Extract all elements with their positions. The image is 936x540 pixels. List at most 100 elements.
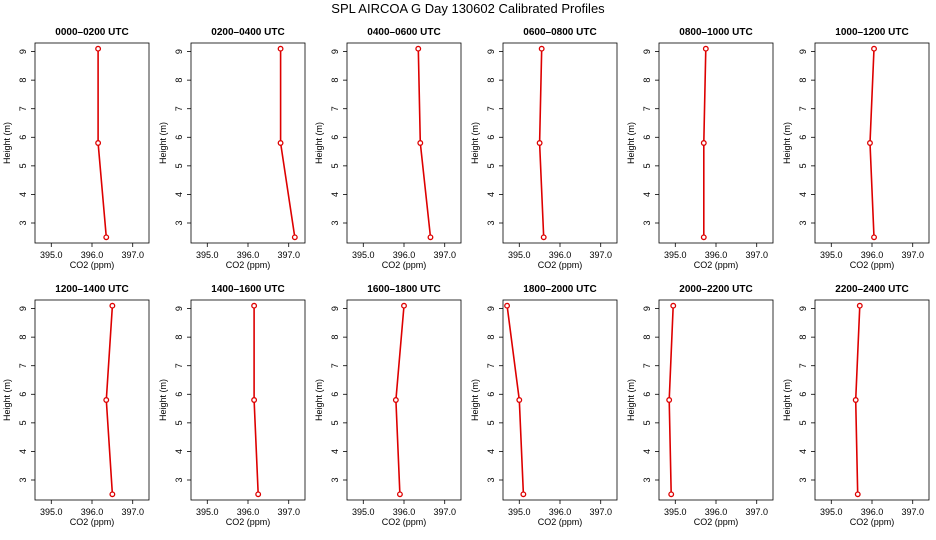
y-tick-label: 7 [330,363,340,368]
y-tick-label: 3 [486,220,496,225]
x-axis-label: CO2 (ppm) [382,260,427,270]
x-axis-label: CO2 (ppm) [694,260,739,270]
profile-point [504,302,511,309]
y-tick-label: 4 [486,449,496,454]
y-axis-label: Height (m) [2,122,12,164]
y-axis-label: Height (m) [782,379,792,421]
profile-point [95,140,102,146]
profile-point [291,234,298,241]
y-tick-label: 8 [642,78,652,83]
y-tick-label: 7 [642,106,652,111]
x-tick-label: 396.0 [549,507,572,517]
x-tick-label: 397.0 [433,507,456,517]
y-tick-label: 5 [330,163,340,168]
y-tick-label: 5 [486,420,496,425]
panel-title: 1200–1400 UTC [55,284,128,295]
y-tick-label: 3 [330,220,340,225]
x-tick-label: 397.0 [745,250,768,260]
profile-point [700,140,707,146]
x-tick-label: 396.0 [237,250,260,260]
y-tick-label: 9 [18,306,28,311]
profile-point [538,45,545,52]
plot-frame [658,299,774,501]
plot-frame [34,299,150,501]
profile-point [95,45,102,52]
profile-point [109,491,116,498]
x-tick-label: 395.0 [508,250,531,260]
y-tick-label: 5 [798,420,808,425]
y-tick-label: 5 [174,420,184,425]
y-tick-label: 5 [18,163,28,168]
x-axis-label: CO2 (ppm) [694,517,739,527]
x-tick-label: 395.0 [196,250,219,260]
profile-point [540,234,547,241]
x-tick-label: 396.0 [81,250,104,260]
x-tick-label: 396.0 [81,507,104,517]
x-tick-label: 397.0 [277,507,300,517]
y-tick-label: 4 [798,192,808,197]
x-tick-label: 396.0 [705,250,728,260]
y-tick-label: 7 [486,106,496,111]
y-tick-label: 4 [330,449,340,454]
profile-point [854,491,861,498]
x-tick-label: 396.0 [393,507,416,517]
plot-frame [346,42,462,244]
y-tick-label: 5 [642,420,652,425]
y-tick-label: 4 [174,449,184,454]
y-tick-label: 5 [174,163,184,168]
y-tick-label: 3 [642,477,652,482]
profile-point [536,140,543,146]
x-tick-label: 397.0 [901,250,924,260]
y-tick-label: 6 [18,392,28,397]
panel-6: 1000–1200 UTC 395.0 396.0 397.0 3 4 5 6 7 8 9 CO2 (… [782,27,930,270]
x-axis-label: CO2 (ppm) [70,517,115,527]
y-tick-label: 4 [642,192,652,197]
profile-point [401,302,407,309]
x-tick-label: 396.0 [861,250,884,260]
profile-point [277,140,284,146]
profile-point [415,45,422,52]
y-tick-label: 6 [18,135,28,140]
profile-point [871,234,877,241]
y-axis-label: Height (m) [2,379,12,421]
x-axis-label: CO2 (ppm) [538,517,583,527]
figure-title: SPL AIRCOA G Day 130602 Calibrated Profi… [331,1,605,16]
y-tick-label: 8 [798,78,808,83]
y-tick-label: 6 [174,392,184,397]
profile-point [852,397,859,403]
panel-title: 0400–0600 UTC [367,27,440,38]
y-axis-label: Height (m) [314,379,324,421]
y-tick-label: 5 [18,420,28,425]
x-tick-label: 395.0 [40,507,63,517]
y-tick-label: 9 [174,49,184,54]
x-tick-label: 395.0 [820,507,843,517]
x-axis-label: CO2 (ppm) [850,517,895,527]
profile-point [666,397,673,403]
plot-frame [34,42,150,244]
y-tick-label: 7 [330,106,340,111]
panel-3: 0400–0600 UTC 395.0 396.0 397.0 3 4 5 6 7 8 9 CO2 (… [314,27,462,270]
y-tick-label: 9 [798,49,808,54]
profile-point [668,491,675,498]
y-tick-label: 3 [330,477,340,482]
x-axis-label: CO2 (ppm) [850,260,895,270]
y-axis-label: Height (m) [626,122,636,164]
y-tick-label: 6 [642,392,652,397]
profile-point [417,140,424,146]
y-tick-label: 4 [642,449,652,454]
panel-7: 1200–1400 UTC 395.0 396.0 397.0 3 4 5 6 7 8 9 CO2 (… [2,284,150,527]
x-tick-label: 396.0 [705,507,728,517]
x-tick-label: 397.0 [589,507,612,517]
profile-point [251,302,258,309]
y-tick-label: 7 [486,363,496,368]
plot-frame [190,299,306,501]
profile-point [856,302,863,309]
profile-point [670,302,677,309]
profile-point [103,397,110,403]
y-tick-label: 8 [798,335,808,340]
y-tick-label: 9 [330,49,340,54]
y-tick-label: 5 [486,163,496,168]
x-tick-label: 396.0 [549,250,572,260]
x-tick-label: 397.0 [121,507,144,517]
